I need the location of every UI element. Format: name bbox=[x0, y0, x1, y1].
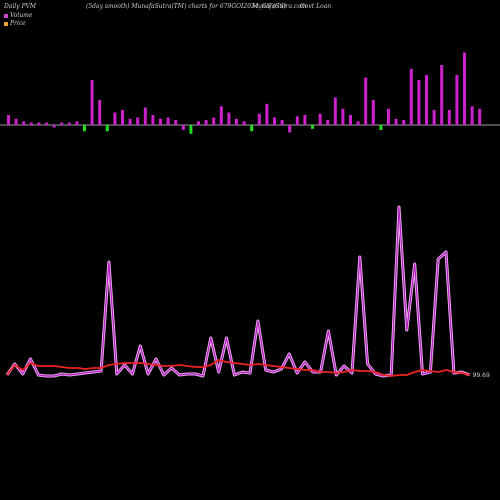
volume-bar bbox=[60, 122, 64, 125]
volume-bar bbox=[227, 112, 231, 125]
volume-bar bbox=[113, 112, 117, 125]
volume-bar bbox=[197, 121, 200, 126]
volume-bar bbox=[219, 106, 223, 126]
legend-volume-label: Volume bbox=[10, 12, 33, 19]
volume-bar bbox=[151, 115, 155, 125]
volume-bar bbox=[394, 118, 398, 126]
volume-bar bbox=[409, 68, 413, 126]
chart-title-left: Daily PVM bbox=[4, 3, 37, 10]
volume-bar bbox=[189, 125, 193, 134]
volume-bar bbox=[341, 108, 345, 126]
volume-bar bbox=[356, 121, 360, 126]
volume-bar bbox=[417, 80, 421, 125]
volume-bar bbox=[14, 118, 18, 126]
volume-bar bbox=[105, 125, 109, 132]
volume-bar bbox=[52, 125, 56, 128]
volume-bar bbox=[45, 122, 48, 125]
volume-bar bbox=[265, 103, 269, 126]
volume-bar bbox=[364, 77, 368, 125]
legend-volume-swatch bbox=[4, 13, 8, 18]
volume-bar bbox=[174, 120, 178, 125]
volume-bar bbox=[303, 115, 307, 125]
volume-bar bbox=[379, 125, 383, 130]
volume-bars bbox=[7, 52, 482, 134]
volume-bar bbox=[235, 118, 238, 126]
volume-bar bbox=[440, 65, 444, 125]
volume-bar bbox=[98, 100, 102, 125]
volume-bar bbox=[257, 113, 261, 126]
volume-bar bbox=[402, 120, 406, 125]
volume-bar bbox=[37, 122, 41, 125]
volume-bar bbox=[29, 122, 33, 125]
volume-bar bbox=[75, 121, 79, 126]
chart-title-right: MunafaSutra.com bbox=[252, 3, 307, 10]
volume-bar bbox=[250, 125, 254, 132]
volume-bar bbox=[447, 110, 451, 125]
volume-bar bbox=[273, 117, 276, 125]
volume-bar bbox=[470, 106, 474, 126]
volume-bar bbox=[159, 118, 162, 126]
volume-bar bbox=[333, 97, 337, 125]
legend-volume: Volume bbox=[4, 12, 32, 19]
volume-bar bbox=[128, 118, 132, 126]
volume-bar bbox=[288, 125, 292, 133]
volume-bar bbox=[22, 121, 26, 126]
volume-bar bbox=[136, 117, 140, 125]
chart-title-right2: Govt Loan bbox=[300, 3, 332, 10]
volume-bar bbox=[478, 108, 482, 126]
volume-bar bbox=[7, 115, 10, 125]
volume-bar bbox=[387, 108, 390, 126]
volume-bar bbox=[463, 52, 466, 125]
chart-title-center: (5day smooth) MunafaSutra(TM) charts for… bbox=[86, 3, 287, 10]
volume-bar bbox=[166, 117, 170, 125]
legend-price-label: Price bbox=[10, 20, 26, 27]
volume-bar bbox=[242, 121, 246, 126]
volume-bar bbox=[181, 125, 185, 130]
volume-bar bbox=[90, 80, 94, 125]
volume-bar bbox=[295, 116, 299, 126]
volume-bar bbox=[349, 115, 352, 125]
volume-bar bbox=[204, 120, 208, 125]
volume-bar bbox=[318, 113, 322, 126]
volume-line bbox=[6, 206, 470, 377]
volume-bar bbox=[212, 117, 216, 125]
volume-bar bbox=[311, 125, 314, 129]
volume-bar bbox=[121, 110, 124, 125]
volume-bar bbox=[83, 125, 86, 132]
price-line bbox=[6, 359, 470, 377]
volume-bar bbox=[432, 110, 436, 125]
last-value-label: 99.69 bbox=[473, 372, 490, 379]
volume-bar bbox=[455, 75, 459, 125]
legend-price: Price bbox=[4, 20, 26, 27]
volume-bar bbox=[326, 120, 330, 125]
legend-price-swatch bbox=[4, 21, 8, 26]
volume-bar bbox=[280, 120, 284, 125]
price-volume-lines bbox=[5, 205, 471, 378]
volume-bar bbox=[67, 122, 71, 125]
volume-bar bbox=[425, 75, 428, 125]
volume-bar bbox=[371, 100, 375, 125]
volume-bar bbox=[143, 107, 147, 125]
